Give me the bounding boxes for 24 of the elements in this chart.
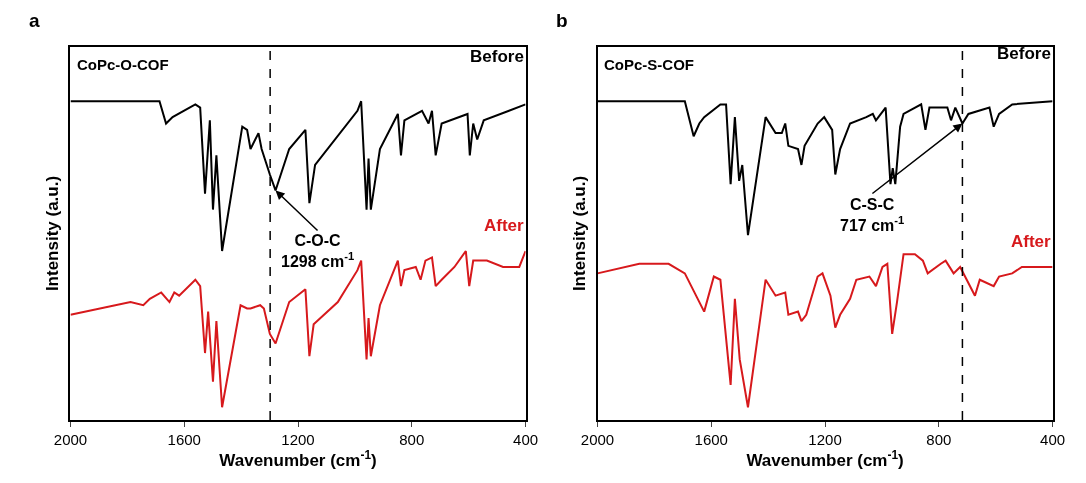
text: Before [470, 47, 524, 66]
chart-subtitle: CoPc-S-COF [604, 56, 694, 73]
y-axis-title: Intensity (a.u.) [42, 175, 62, 292]
x-tick-label: 2000 [53, 430, 88, 448]
annotation: C-O-C 1298 cm$^{-1}$ [281, 232, 355, 270]
x-tick-label: 400 [513, 430, 539, 448]
x-tick-label: 1600 [167, 430, 201, 448]
chart-title: a [29, 10, 40, 31]
x-axis-title: Wavenumber (cm$^{-1}$) [219, 447, 377, 470]
x-tick-label: 1600 [694, 430, 728, 448]
x-tick-label: 2000 [580, 430, 615, 448]
y-axis-title: Intensity (a.u.) [569, 175, 589, 292]
x-tick-label: 800 [399, 430, 425, 448]
x-tick-label: 1200 [281, 430, 315, 448]
x-tick-label: 800 [926, 430, 952, 448]
annotation: C-S-C 717 cm$^{-1}$ [840, 196, 905, 234]
x-tick-label: 1200 [808, 430, 842, 448]
text: Before [997, 44, 1051, 63]
series-label: After [484, 216, 525, 235]
chart-subtitle: CoPc-O-COF [77, 56, 169, 73]
chart-title: b [556, 10, 568, 31]
x-tick-label: 400 [1040, 430, 1066, 448]
x-axis-title: Wavenumber (cm$^{-1}$) [746, 447, 904, 470]
series-label: After [1011, 232, 1052, 251]
